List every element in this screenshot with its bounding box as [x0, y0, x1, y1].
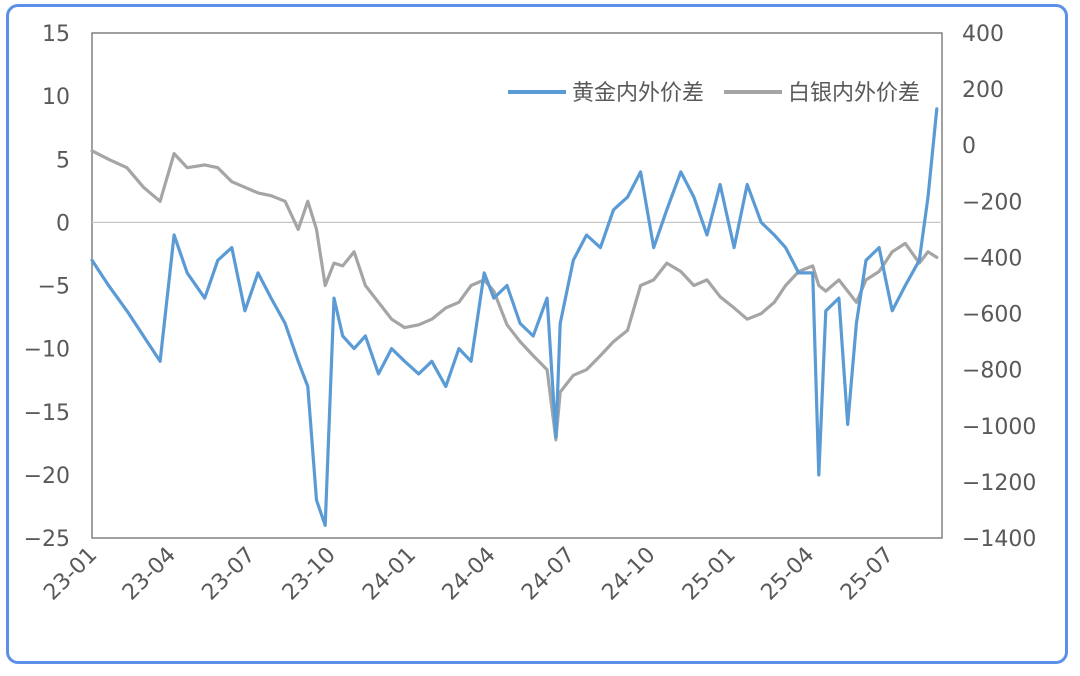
chart-frame: [6, 4, 1068, 664]
left-tick-label: −5: [38, 275, 70, 300]
right-tick-label: −200: [962, 190, 1022, 215]
left-axis: 15 10 5 0 −5 −10 −15 −20 −25: [24, 22, 70, 552]
legend-label: 白银内外价差: [788, 81, 920, 106]
x-tick-label: 24-04: [438, 543, 501, 606]
right-tick-label: −1400: [962, 527, 1036, 552]
legend-label: 黄金内外价差: [572, 81, 704, 106]
x-tick-label: 23-04: [118, 543, 181, 606]
x-tick-label: 24-07: [517, 543, 580, 606]
right-tick-label: 200: [962, 78, 1004, 103]
x-tick-label: 24-01: [358, 543, 421, 606]
left-tick-label: −15: [24, 401, 70, 426]
x-tick-label: 23-07: [197, 543, 260, 606]
left-tick-label: 15: [42, 22, 70, 47]
x-tick-label: 23-10: [278, 543, 341, 606]
left-tick-label: −25: [24, 527, 70, 552]
right-tick-label: 400: [962, 22, 1004, 47]
right-tick-label: −400: [962, 246, 1022, 271]
right-tick-label: −800: [962, 359, 1022, 384]
left-tick-label: 5: [56, 148, 70, 173]
x-tick-label: 24-10: [598, 543, 661, 606]
left-tick-label: 0: [56, 211, 70, 236]
x-tick-label: 25-04: [757, 543, 820, 606]
series-group: [90, 107, 939, 528]
right-tick-label: −1200: [962, 471, 1036, 496]
left-tick-label: −10: [24, 338, 70, 363]
series-line-gold: [90, 107, 939, 528]
right-tick-label: −600: [962, 303, 1022, 328]
plot-border: [91, 32, 943, 539]
series-line-silver: [90, 149, 939, 442]
plot-area-group: [91, 32, 943, 539]
right-axis: 400 200 0 −200 −400 −600 −800 −1000 −1200 −1400: [962, 22, 1036, 552]
legend: 黄金内外价差 白银内外价差: [508, 81, 920, 106]
right-tick-label: −1000: [962, 415, 1036, 440]
x-tick-label: 25-01: [678, 543, 741, 606]
x-axis: 23-01 23-04 23-07 23-10 24-01 24-04 24-07 24-10…: [39, 543, 899, 606]
right-tick-label: 0: [962, 134, 976, 159]
left-tick-label: 10: [42, 85, 70, 110]
left-tick-label: −20: [24, 464, 70, 489]
x-tick-label: 25-07: [836, 543, 899, 606]
